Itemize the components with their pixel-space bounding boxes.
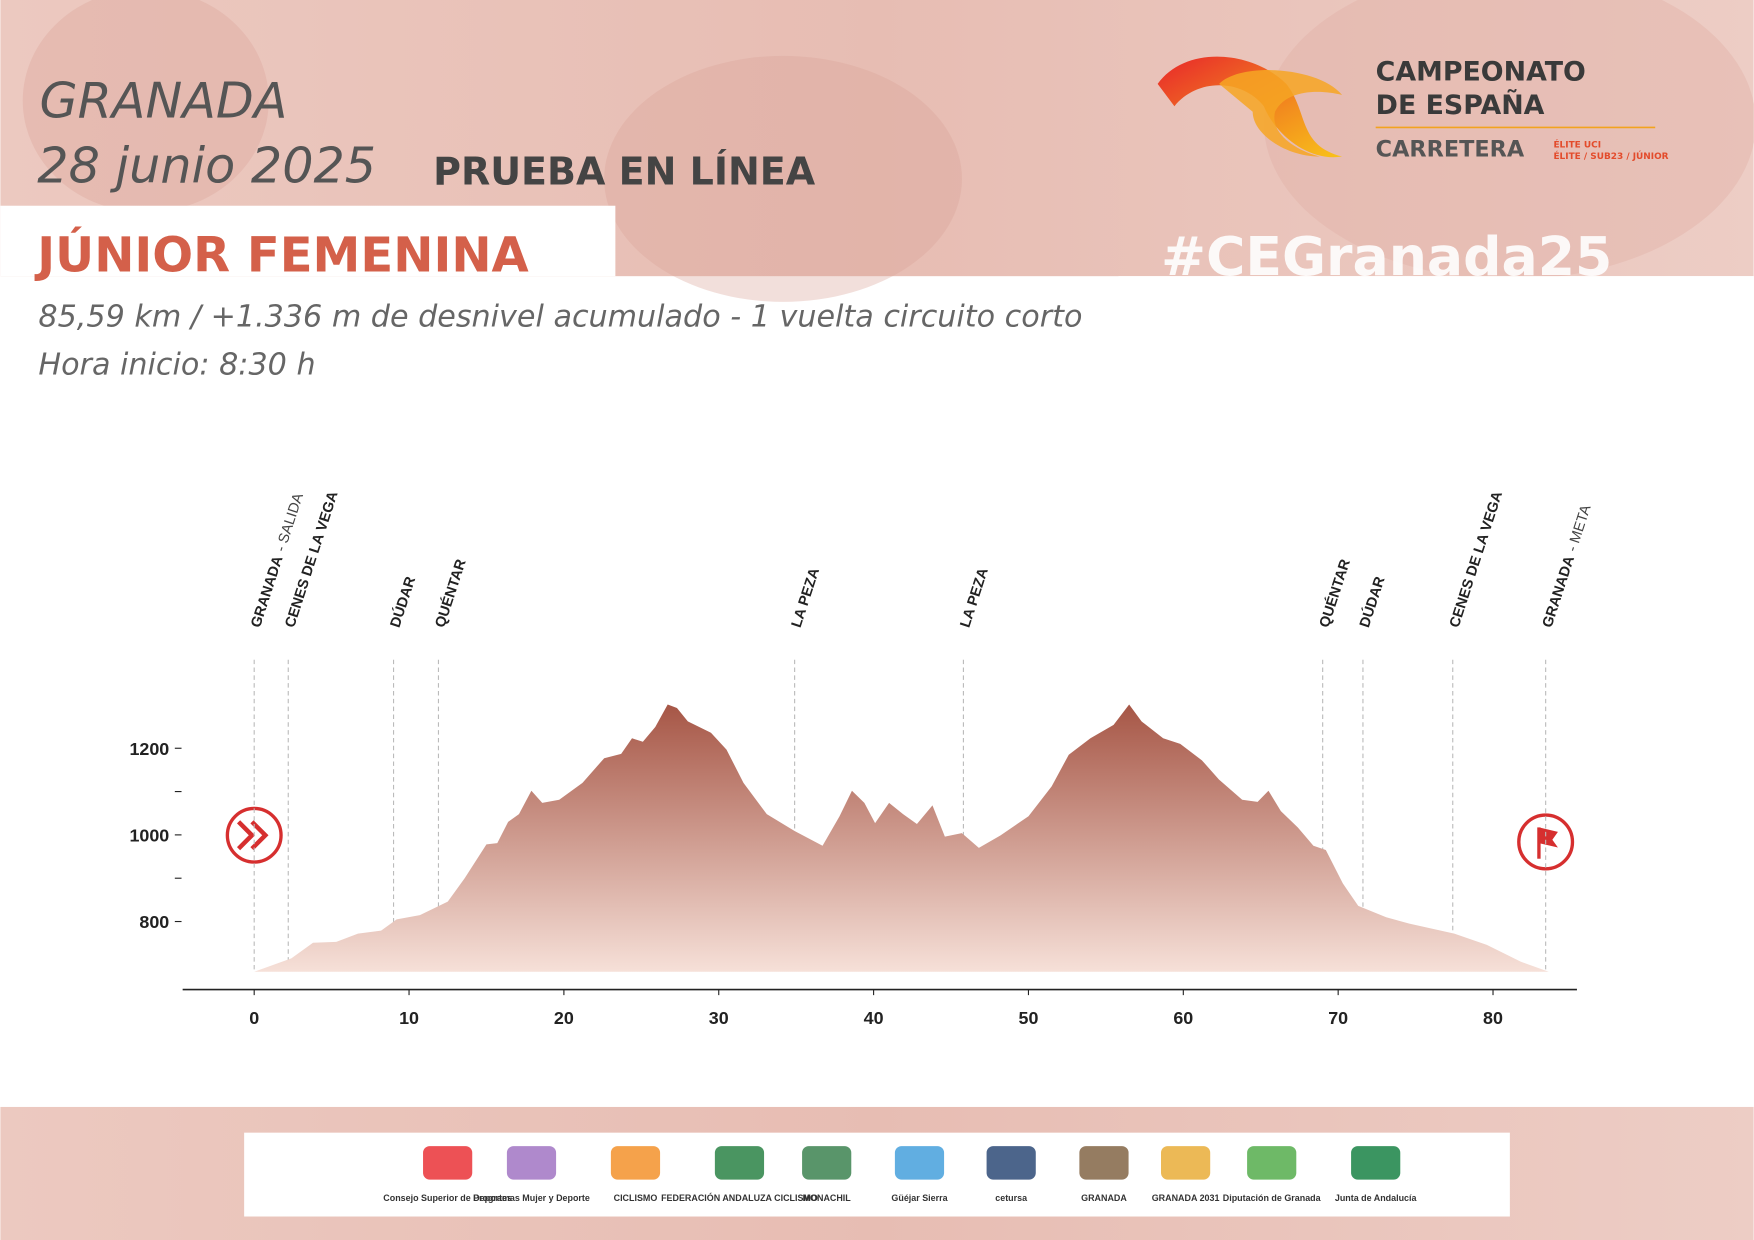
elevation-area <box>254 704 1549 972</box>
photo-shape <box>604 55 962 302</box>
start-time: Hora inicio: 8:30 h <box>38 348 315 383</box>
marker-name: QUÉNTAR <box>1316 557 1354 630</box>
marker-name: GRANADA <box>248 554 286 630</box>
sponsor-logo <box>894 1146 945 1180</box>
sponsor-logo <box>506 1146 557 1180</box>
x-tick-label: 20 <box>554 1008 574 1028</box>
logo-mark <box>1157 56 1343 158</box>
marker-name: CENES DE LA VEGA <box>1447 489 1506 630</box>
x-tick-label: 30 <box>709 1008 729 1028</box>
hashtag-mask <box>1118 276 1754 310</box>
marker-note: - META <box>1564 503 1594 554</box>
marker-label: DÚDAR <box>386 574 419 630</box>
sponsor-name: MONACHIL <box>803 1193 852 1203</box>
sponsor-name: Diputación de Granada <box>1223 1193 1322 1203</box>
sponsor-name: Güéjar Sierra <box>891 1193 948 1203</box>
sponsor-logo <box>1079 1146 1129 1180</box>
marker-name: QUÉNTAR <box>432 557 470 630</box>
marker-label: CENES DE LA VEGA <box>1447 489 1506 630</box>
event: PRUEBA EN LÍNEA <box>433 149 816 193</box>
city: GRANADA <box>40 71 288 129</box>
marker-name: LA PEZA <box>958 566 992 630</box>
sponsor-name: cetursa <box>995 1193 1028 1203</box>
sponsor-logo <box>714 1146 765 1180</box>
sponsor-logo <box>986 1146 1036 1180</box>
logo-mark <box>1219 70 1343 157</box>
sponsor-logo <box>610 1146 661 1180</box>
y-tick-label: 1200 <box>129 739 169 759</box>
x-tick-label: 10 <box>399 1008 419 1028</box>
sponsor-name: CICLISMO <box>614 1193 658 1203</box>
logo-text: CAMPEONATO <box>1376 57 1586 88</box>
x-tick-label: 70 <box>1328 1008 1348 1028</box>
marker-label: LA PEZA <box>958 566 992 630</box>
marker-label: GRANADA- META <box>1540 503 1595 630</box>
sponsor-logo <box>1247 1146 1297 1180</box>
sponsor-name: Programas Mujer y Deporte <box>473 1193 590 1203</box>
x-tick-label: 80 <box>1483 1008 1503 1028</box>
category-box <box>0 205 616 277</box>
logo-tag: ÉLITE UCI <box>1553 139 1601 151</box>
sponsor-name: FEDERACIÓN ANDALUZA CICLISMO <box>661 1192 818 1203</box>
x-tick-label: 40 <box>864 1008 884 1028</box>
category: JÚNIOR FEMENINA <box>34 227 528 284</box>
marker-label: QUÉNTAR <box>1316 557 1354 630</box>
marker-label: QUÉNTAR <box>432 557 470 630</box>
sponsor-name: GRANADA <box>1081 1193 1127 1203</box>
y-tick-label: 800 <box>139 912 169 932</box>
marker-name: DÚDAR <box>386 574 419 630</box>
logo-tag: ÉLITE / SUB23 / JÚNIOR <box>1553 150 1668 162</box>
marker-name: DÚDAR <box>1355 574 1388 630</box>
marker-note: - SALIDA <box>273 491 307 554</box>
y-tick-label: 1000 <box>129 826 169 846</box>
x-tick-label: 60 <box>1173 1008 1193 1028</box>
x-tick-label: 50 <box>1019 1008 1039 1028</box>
marker-label: DÚDAR <box>1355 574 1388 630</box>
sponsor-logo <box>423 1146 473 1180</box>
marker-name: LA PEZA <box>789 566 823 630</box>
x-tick-label: 0 <box>249 1008 259 1028</box>
sponsor-logo <box>1161 1146 1211 1180</box>
date: 28 junio 2025 <box>37 136 376 194</box>
marker-label: LA PEZA <box>789 566 823 630</box>
logo-text: DE ESPAÑA <box>1376 89 1545 121</box>
sponsor-name: GRANADA 2031 <box>1152 1193 1220 1203</box>
sponsor-name: Consejo Superior de Deportes <box>383 1193 512 1203</box>
photo-shape <box>22 0 269 213</box>
photo-shape <box>1263 0 1754 280</box>
sponsor-logo <box>1351 1146 1401 1180</box>
marker-name: GRANADA <box>1540 554 1578 630</box>
sponsor-name: Junta de Andalucía <box>1335 1193 1418 1203</box>
sponsor-logo <box>802 1146 852 1180</box>
logo-text: CARRETERA <box>1376 137 1525 163</box>
details: 85,59 km / +1.336 m de desnivel acumulad… <box>38 299 1082 334</box>
